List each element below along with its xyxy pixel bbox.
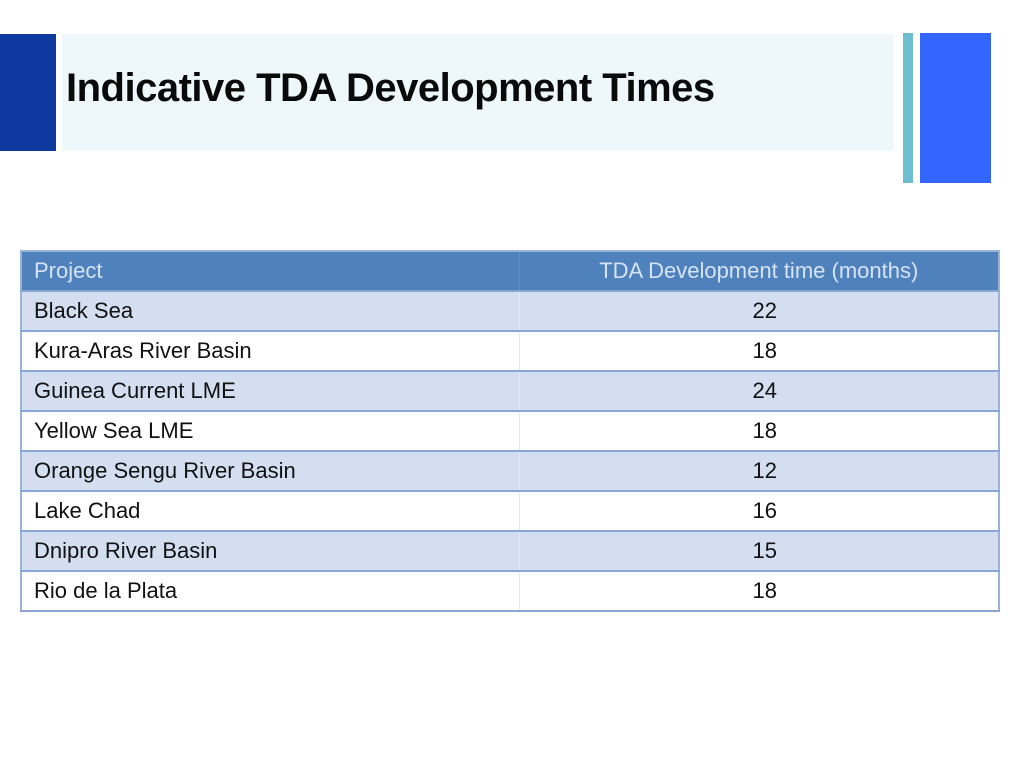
cell-months: 24 — [518, 371, 999, 412]
table-row: Orange Sengu River Basin 12 — [21, 451, 999, 492]
header-project: Project — [21, 251, 519, 292]
table-header-row: Project TDA Development time (months) — [21, 251, 999, 292]
table-row: Yellow Sea LME 18 — [21, 411, 999, 452]
cell-project: Rio de la Plata — [21, 571, 519, 612]
right-accent-thick-bar — [920, 33, 991, 183]
cell-project: Black Sea — [21, 291, 519, 332]
slide-title: Indicative TDA Development Times — [66, 66, 715, 110]
table-row: Dnipro River Basin 15 — [21, 531, 999, 572]
cell-months: 18 — [518, 571, 999, 612]
cell-project: Guinea Current LME — [21, 371, 519, 412]
table-row: Rio de la Plata 18 — [21, 571, 999, 612]
cell-project: Dnipro River Basin — [21, 531, 519, 572]
table-row: Guinea Current LME 24 — [21, 371, 999, 412]
right-accent-thin-bar — [903, 33, 913, 183]
cell-project: Orange Sengu River Basin — [21, 451, 519, 492]
table-row: Lake Chad 16 — [21, 491, 999, 532]
title-band — [62, 34, 894, 151]
left-accent-bar — [0, 34, 56, 151]
cell-months: 12 — [518, 451, 999, 492]
cell-months: 15 — [518, 531, 999, 572]
table-row: Black Sea 22 — [21, 291, 999, 332]
cell-months: 16 — [518, 491, 999, 532]
tda-times-table: Project TDA Development time (months) Bl… — [20, 250, 1000, 612]
cell-project: Lake Chad — [21, 491, 519, 532]
header-development-time: TDA Development time (months) — [518, 251, 999, 292]
table-row: Kura-Aras River Basin 18 — [21, 331, 999, 372]
cell-project: Yellow Sea LME — [21, 411, 519, 452]
cell-months: 18 — [518, 331, 999, 372]
cell-project: Kura-Aras River Basin — [21, 331, 519, 372]
cell-months: 22 — [518, 291, 999, 332]
cell-months: 18 — [518, 411, 999, 452]
